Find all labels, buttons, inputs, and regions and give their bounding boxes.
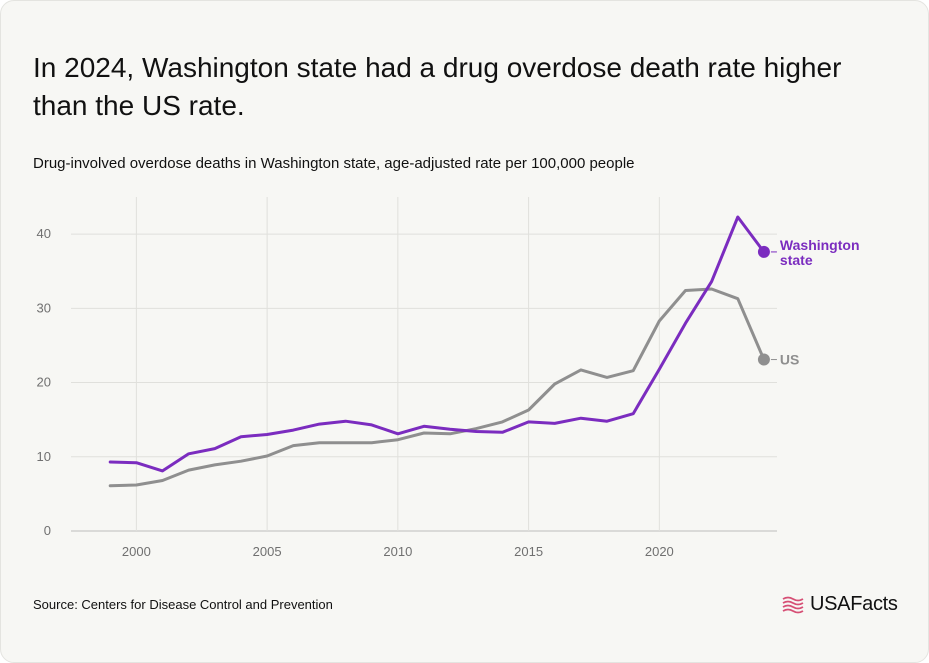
series-end-labels: US Washington state (770, 237, 860, 368)
series-label-line: Washington (780, 237, 860, 253)
series-label-line: state (780, 252, 813, 268)
series-line-us (108, 287, 766, 488)
chart-subtitle: Drug-involved overdose deaths in Washing… (33, 155, 635, 172)
x-tick-label: 2010 (383, 544, 412, 559)
usafacts-logo[interactable]: USAFacts (781, 593, 898, 616)
x-axis-ticks: 2000 2005 2010 2015 2020 (122, 544, 674, 559)
y-axis-ticks: 0 10 20 30 40 (37, 226, 51, 538)
series-end-point-washington-state (757, 245, 770, 258)
series-lines (108, 215, 770, 488)
series-label-washington-state: Washington state (780, 237, 860, 268)
chart-title: In 2024, Washington state had a drug ove… (33, 52, 842, 121)
y-tick-label: 30 (37, 300, 51, 315)
x-tick-label: 2015 (514, 544, 543, 559)
y-tick-label: 40 (37, 226, 51, 241)
series-label-us: US (780, 352, 799, 368)
y-tick-label: 0 (44, 523, 51, 538)
y-tick-label: 20 (37, 375, 51, 390)
series-line-washington-state (108, 215, 766, 473)
logo-text: USAFacts (810, 593, 898, 615)
y-tick-label: 10 (37, 449, 51, 464)
x-tick-label: 2005 (253, 544, 282, 559)
us-flag-icon (782, 596, 804, 613)
series-end-point-us (757, 353, 770, 366)
x-tick-label: 2000 (122, 544, 151, 559)
source-note: Source: Centers for Disease Control and … (33, 597, 333, 612)
x-tick-label: 2020 (645, 544, 674, 559)
grid-lines (71, 197, 777, 532)
line-chart: 0 10 20 30 40 2000 2005 2010 2015 2020 US Washing… (37, 197, 860, 559)
